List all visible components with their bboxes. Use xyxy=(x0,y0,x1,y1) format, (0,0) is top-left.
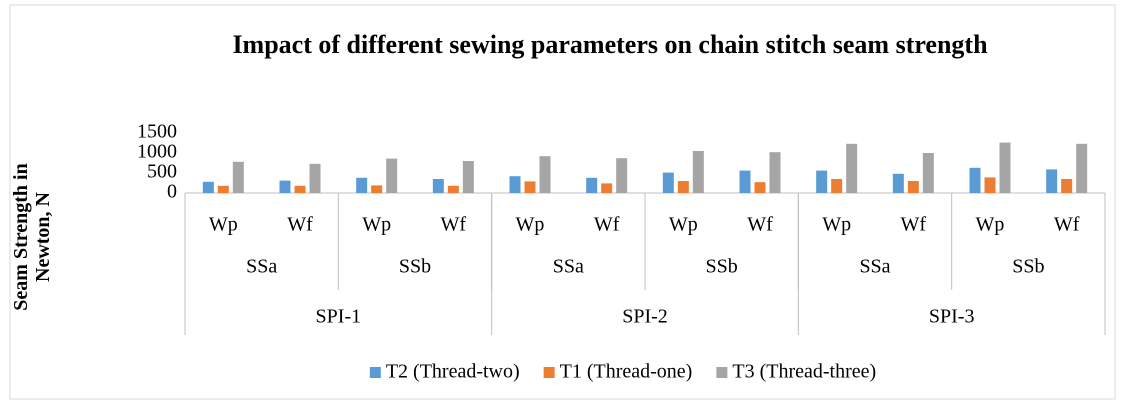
legend-label: T3 (Thread-three) xyxy=(732,361,876,383)
x-tick-label: Wf xyxy=(1054,214,1080,236)
bar xyxy=(677,181,689,193)
group-label: SSb xyxy=(399,256,431,278)
x-tick-label: Wp xyxy=(822,214,851,236)
group-label: SSa xyxy=(246,256,277,278)
legend-label: T1 (Thread-one) xyxy=(560,361,693,383)
legend-swatch xyxy=(369,367,381,378)
bar xyxy=(509,176,521,193)
bar xyxy=(1046,169,1058,193)
bar xyxy=(356,177,368,193)
bar xyxy=(447,185,459,193)
bar xyxy=(601,183,613,193)
bar xyxy=(539,156,551,193)
bar xyxy=(524,181,536,193)
y-tick-label: 0 xyxy=(167,181,177,203)
group-label: SSb xyxy=(1012,256,1044,278)
x-tick-label: Wp xyxy=(516,214,545,236)
x-tick-label: Wp xyxy=(209,214,238,236)
bar xyxy=(217,185,229,193)
bar xyxy=(754,182,766,193)
bar xyxy=(816,170,828,193)
chart-frame xyxy=(9,4,1116,400)
bar xyxy=(616,158,628,193)
group-label: SPI-1 xyxy=(316,306,362,328)
x-tick-label: Wf xyxy=(594,214,620,236)
group-label: SSb xyxy=(706,256,738,278)
bar xyxy=(984,177,996,193)
bar xyxy=(386,158,398,193)
bar xyxy=(999,142,1011,193)
bar xyxy=(462,161,474,193)
legend-swatch xyxy=(543,367,555,378)
bar xyxy=(692,151,704,193)
legend-label: T2 (Thread-two) xyxy=(386,361,520,383)
x-tick-label: Wp xyxy=(976,214,1005,236)
bar xyxy=(309,163,321,193)
bar xyxy=(1076,143,1088,193)
x-tick-label: Wp xyxy=(669,214,698,236)
y-tick-label: 1000 xyxy=(137,141,177,163)
bar xyxy=(1061,179,1073,193)
group-label: SPI-2 xyxy=(622,306,668,328)
group-label: SPI-3 xyxy=(929,306,975,328)
group-label: SSa xyxy=(553,256,584,278)
y-tick-label: 1500 xyxy=(137,121,177,143)
bar xyxy=(892,173,904,193)
group-label: SSa xyxy=(859,256,890,278)
x-tick-label: Wf xyxy=(287,214,313,236)
bar xyxy=(279,180,291,193)
x-tick-label: Wp xyxy=(362,214,391,236)
bar xyxy=(739,170,751,193)
bar xyxy=(432,179,444,193)
x-tick-label: Wf xyxy=(441,214,467,236)
bar xyxy=(769,152,781,193)
y-tick-label: 500 xyxy=(147,161,177,183)
bar xyxy=(371,185,383,193)
x-tick-label: Wf xyxy=(901,214,927,236)
bar xyxy=(662,172,674,193)
bar xyxy=(232,161,244,193)
bar xyxy=(907,181,919,193)
x-tick-label: Wf xyxy=(747,214,773,236)
bar xyxy=(586,177,598,193)
bar xyxy=(831,179,843,193)
y-axis-title: Seam Strength in Newton, N xyxy=(10,163,54,311)
bar xyxy=(202,181,214,193)
bar xyxy=(922,153,934,193)
bar xyxy=(294,185,306,193)
bar xyxy=(969,167,981,193)
bar xyxy=(846,143,858,193)
chart-title: Impact of different sewing parameters on… xyxy=(232,30,988,59)
legend-swatch xyxy=(716,367,728,378)
